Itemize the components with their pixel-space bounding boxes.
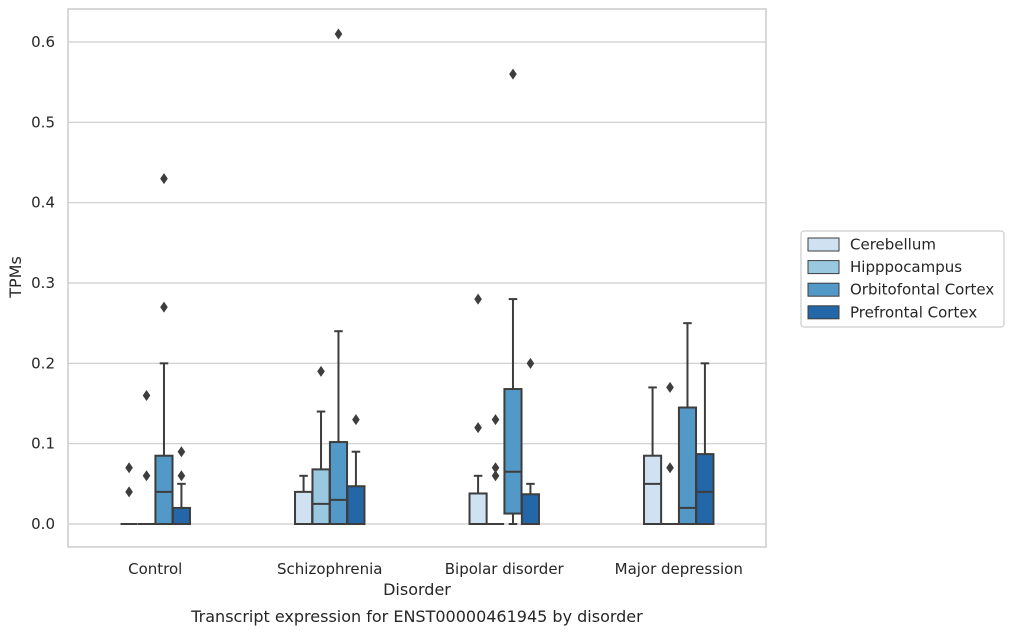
legend-frame [800,230,1005,328]
legend-label: Cerebellum [850,236,936,254]
box [520,493,540,526]
outlier-marker [666,462,674,474]
outlier-marker [491,470,500,482]
box-group [520,357,540,526]
outlier-marker [474,422,482,434]
outlier-marker [142,470,151,482]
y-tick-label: 0.2 [31,354,55,372]
outlier-marker [317,365,325,377]
outlier-marker [474,293,482,305]
axes: 0.0 0.1 0.2 0.3 0.4 0.5 0.6 Control Schizophreni… [31,8,767,578]
outlier-marker [491,414,500,426]
box-group [328,28,349,525]
box-group [120,462,138,525]
y-tick-label: 0.4 [31,194,55,212]
x-tick-label: Control [128,560,182,578]
outlier-marker [352,414,360,426]
legend-swatch [807,237,840,252]
box-group [154,173,174,526]
box-group [695,362,715,525]
box [695,453,715,525]
x-axis-label: Disorder [383,580,451,599]
box [294,490,314,526]
y-axis-label: TPMs [6,256,25,299]
box-group [661,381,679,525]
chart-caption: Transcript expression for ENST0000046194… [190,607,643,626]
outlier-marker [125,486,133,498]
legend-swatch [807,305,840,320]
gridlines [68,41,766,525]
plot-frame [67,8,767,548]
outlier-marker [666,381,674,393]
x-tick-label: Bipolar disorder [445,560,565,578]
box [154,454,174,526]
box [677,406,698,525]
outlier-marker [125,462,133,474]
legend-label: Prefrontal Cortex [850,303,977,321]
legend: Cerebellum Hipppocampus Orbitofontal Corte… [800,230,1005,328]
legend-swatch [807,282,840,297]
box-group [346,414,366,526]
box-group [677,322,698,525]
outlier-marker [160,173,168,185]
outlier-marker [160,301,168,313]
y-tick-label: 0.3 [31,274,55,292]
y-tick-label: 0.6 [31,33,55,51]
outlier-marker [491,462,500,474]
box-group [171,446,191,525]
box-group [137,389,156,525]
y-tick-label: 0.5 [31,113,55,131]
box [311,468,331,525]
box-group [294,474,314,526]
x-tick-label: Schizophrenia [277,560,382,578]
outlier-marker [526,357,535,369]
legend-label: Hipppocampus [850,258,962,276]
outlier-marker [177,470,186,482]
box-group [503,68,523,525]
outlier-marker [177,446,186,458]
legend-swatch [807,260,840,275]
box-group [311,365,331,525]
box-group [643,386,663,526]
y-tick-label: 0.0 [31,515,55,533]
box [346,485,366,526]
box [643,454,663,526]
outlier-marker [142,389,151,401]
box-group [486,414,505,525]
box-group [468,293,488,525]
legend-label: Orbitofontal Cortex [850,281,994,299]
outlier-marker [334,28,343,40]
box [468,492,488,525]
plot-marks [120,28,715,526]
box [171,506,191,525]
y-tick-label: 0.1 [31,435,55,453]
outlier-marker [509,68,517,80]
box [503,388,523,515]
box [328,441,349,525]
x-tick-label: Major depression [615,560,743,578]
